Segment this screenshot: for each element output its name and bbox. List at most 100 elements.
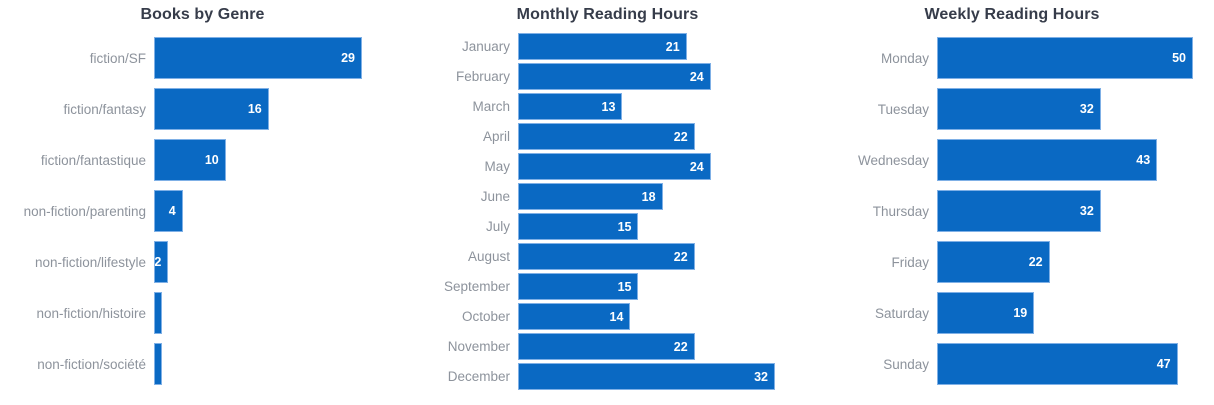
bar-track: 10 [154, 139, 362, 181]
chart-row: August 22 [405, 243, 810, 270]
category-label: August [467, 249, 510, 264]
bar-track: 19 [937, 292, 1193, 334]
bar: 32 [937, 190, 1101, 232]
category-label: non-fiction/parenting [23, 203, 146, 219]
bar: 10 [154, 139, 226, 181]
chart-row: fiction/SF 29 [0, 37, 405, 79]
chart-panel-monthly-reading-hours: Monthly Reading Hours January 21 February 2… [405, 0, 810, 405]
chart-row: fiction/fantastique 10 [0, 139, 405, 181]
value-label: 13 [601, 99, 616, 114]
chart-title: Weekly Reading Hours [924, 6, 1100, 23]
category-label: non-fiction/lifestyle [34, 254, 146, 270]
value-label: 4 [168, 204, 176, 218]
category-label: May [484, 159, 510, 174]
bar-track: 32 [518, 363, 775, 390]
value-label: 22 [673, 129, 688, 144]
bar-track: 50 [937, 37, 1193, 79]
bar-track: 2 [154, 241, 362, 283]
value-label: 24 [689, 69, 704, 84]
bar: 19 [937, 292, 1035, 334]
bar: 15 [518, 213, 639, 240]
value-label: 16 [247, 102, 262, 116]
chart-row: March 13 [405, 93, 810, 120]
category-label: April [482, 129, 510, 144]
category-label: November [447, 339, 510, 354]
value-label: 22 [673, 339, 688, 354]
category-label: Friday [891, 254, 929, 270]
chart-row: April 22 [405, 123, 810, 150]
category-label: October [461, 309, 510, 324]
value-label: 22 [1028, 255, 1043, 269]
chart-title: Monthly Reading Hours [516, 6, 699, 23]
bar-track: 15 [518, 273, 775, 300]
category-label: Saturday [874, 305, 929, 321]
bar: 16 [154, 88, 269, 130]
chart-row: Wednesday 43 [810, 139, 1214, 181]
category-label: February [455, 69, 510, 84]
value-label: 22 [673, 249, 688, 264]
bar: 22 [518, 123, 695, 150]
bar-track: 32 [937, 88, 1193, 130]
bar: 32 [937, 88, 1101, 130]
category-label: June [480, 189, 510, 204]
bar-track: 4 [154, 190, 362, 232]
category-label: December [447, 369, 510, 384]
bar: 24 [518, 153, 711, 180]
bar: 32 [518, 363, 775, 390]
bar: 29 [154, 37, 362, 79]
value-label: 14 [609, 309, 624, 324]
bar: 24 [518, 63, 711, 90]
value-label: 43 [1136, 153, 1151, 167]
chart-row: January 21 [405, 33, 810, 60]
chart-panel-books-by-genre: Books by Genre fiction/SF 29 fiction/fanta… [0, 0, 405, 405]
bar-rows: January 21 February 24 March 13 April 22 May 24 Ju… [405, 26, 810, 390]
chart-row: September 15 [405, 273, 810, 300]
chart-row: June 18 [405, 183, 810, 210]
chart-row: non-fiction/société 1 [0, 343, 405, 385]
chart-row: December 32 [405, 363, 810, 390]
chart-row: Sunday 47 [810, 343, 1214, 385]
category-label: non-fiction/société [37, 356, 146, 372]
category-label: Tuesday [877, 101, 929, 117]
bar-track: 24 [518, 153, 775, 180]
chart-row: July 15 [405, 213, 810, 240]
chart-row: non-fiction/lifestyle 2 [0, 241, 405, 283]
bar: 4 [154, 190, 183, 232]
bar-track: 16 [154, 88, 362, 130]
bar-track: 22 [518, 243, 775, 270]
bar: 22 [518, 333, 695, 360]
category-label: July [485, 219, 510, 234]
bar: 14 [518, 303, 631, 330]
chart-row: non-fiction/parenting 4 [0, 190, 405, 232]
bar-track: 22 [518, 123, 775, 150]
value-label: 15 [617, 279, 632, 294]
bar-track: 24 [518, 63, 775, 90]
value-label: 1 [154, 306, 155, 320]
bar-track: 15 [518, 213, 775, 240]
bar: 13 [518, 93, 623, 120]
bar: 2 [154, 241, 169, 283]
bar-track: 22 [937, 241, 1193, 283]
category-label: March [472, 99, 510, 114]
chart-panel-weekly-reading-hours: Weekly Reading Hours Monday 50 Tuesday 32 We… [810, 0, 1214, 405]
bar-track: 13 [518, 93, 775, 120]
category-label: Thursday [872, 203, 929, 219]
bar: 1 [154, 343, 162, 385]
value-label: 47 [1156, 357, 1171, 371]
bar-track: 29 [154, 37, 362, 79]
bar-track: 18 [518, 183, 775, 210]
value-label: 18 [641, 189, 656, 204]
value-label: 32 [1079, 204, 1094, 218]
bar: 22 [937, 241, 1050, 283]
bar-track: 1 [154, 343, 362, 385]
value-label: 32 [1079, 102, 1094, 116]
bar-track: 14 [518, 303, 775, 330]
bar: 1 [154, 292, 162, 334]
chart-row: Monday 50 [810, 37, 1214, 79]
chart-row: October 14 [405, 303, 810, 330]
value-label: 15 [617, 219, 632, 234]
category-label: Wednesday [857, 152, 929, 168]
category-label: Sunday [883, 356, 929, 372]
bar-track: 21 [518, 33, 775, 60]
